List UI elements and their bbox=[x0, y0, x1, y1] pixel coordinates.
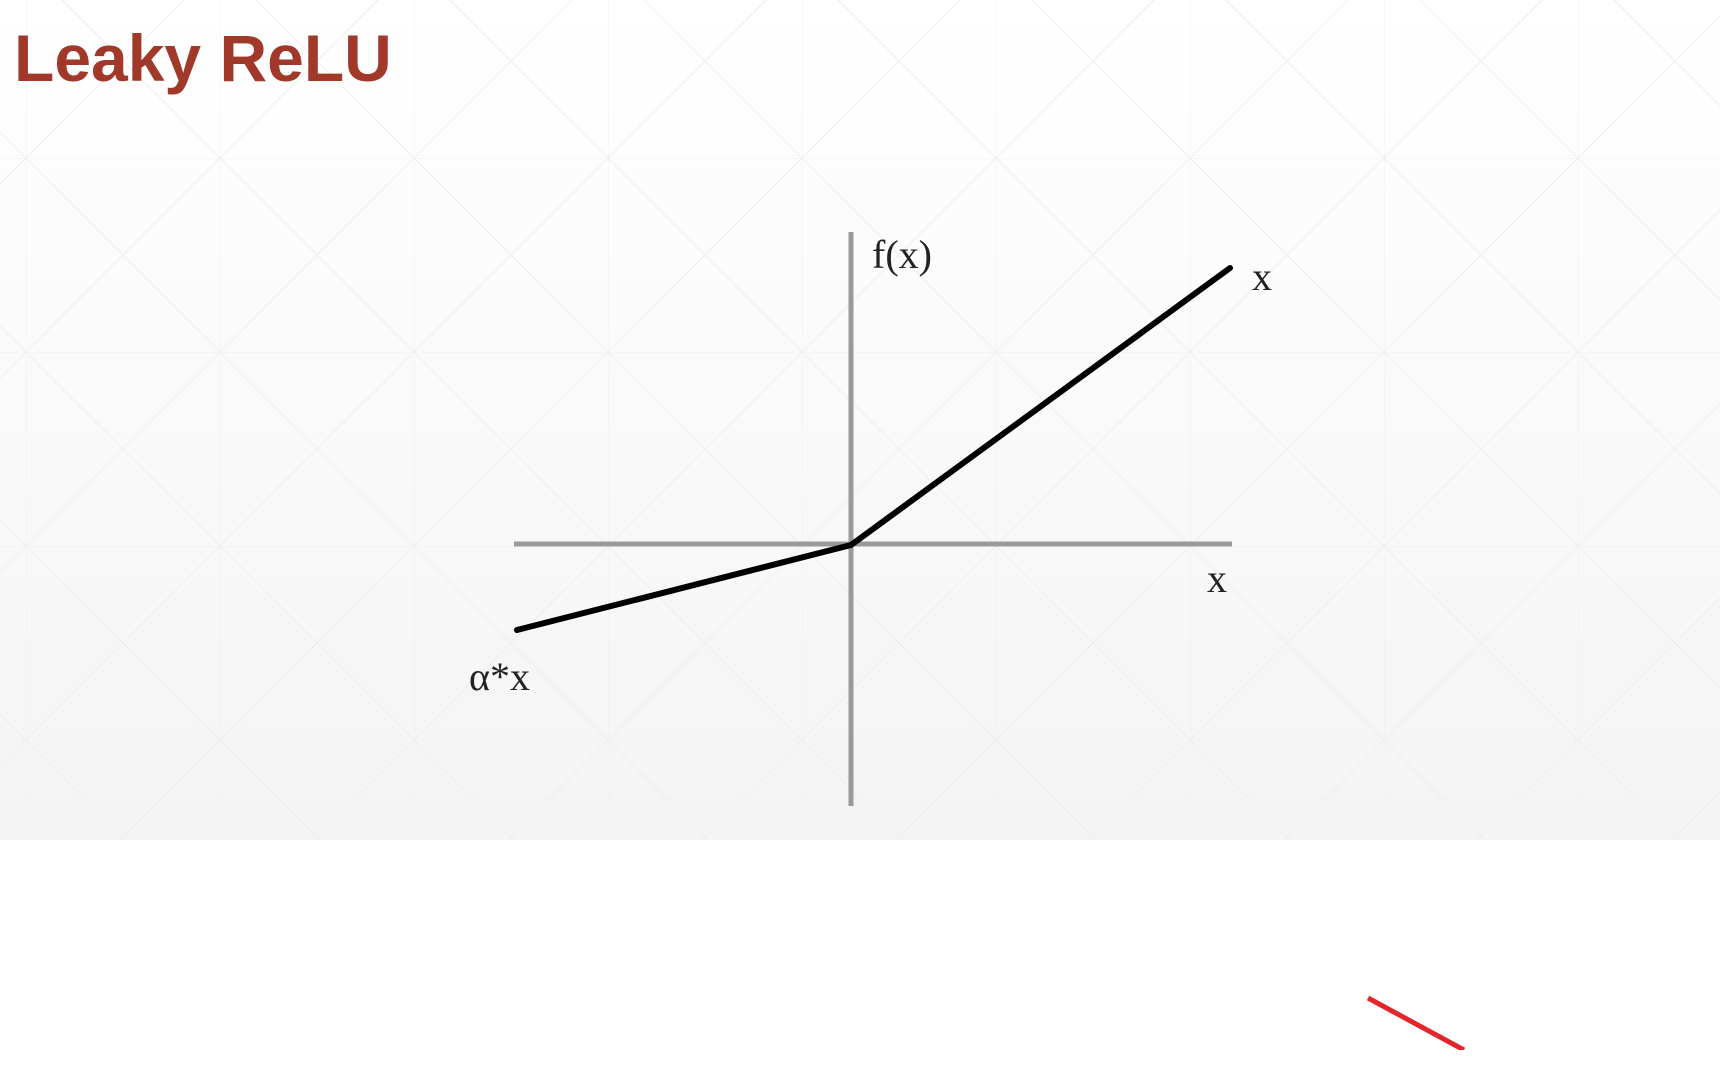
background-grid-pattern bbox=[0, 0, 1720, 840]
red-accent-mask bbox=[1340, 1050, 1500, 1090]
y-axis-label: f(x) bbox=[872, 232, 932, 277]
red-accent-stroke bbox=[1366, 995, 1466, 1053]
slide-title: Leaky ReLU bbox=[14, 21, 392, 95]
x-axis-label: x bbox=[1207, 556, 1227, 601]
positive-branch-label: x bbox=[1252, 254, 1272, 299]
negative-branch-line bbox=[514, 542, 854, 633]
positive-branch-line bbox=[848, 265, 1233, 548]
negative-branch-label: α*x bbox=[469, 654, 530, 699]
